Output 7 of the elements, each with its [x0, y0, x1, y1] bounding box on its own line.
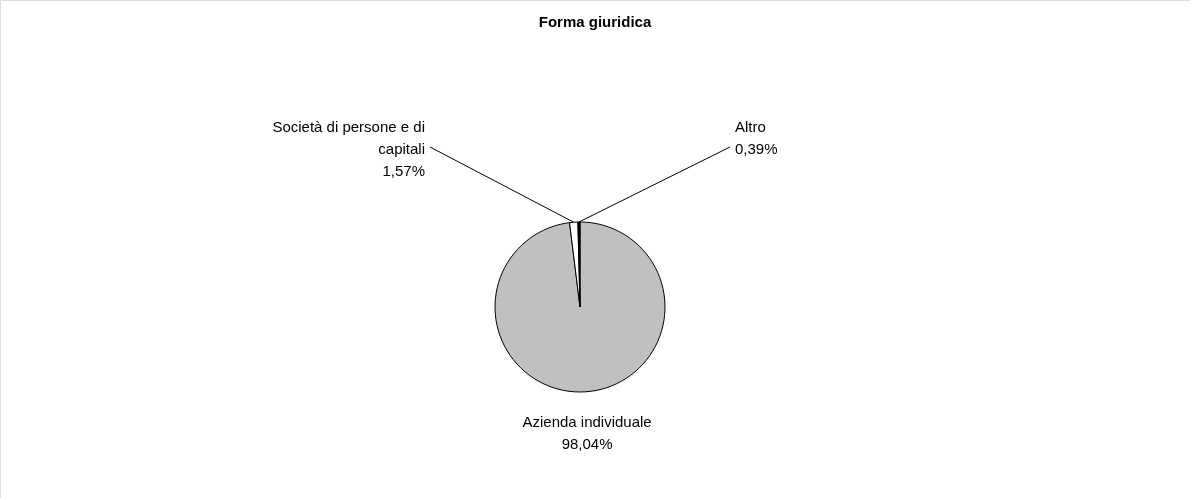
data-label: 0,39%: [735, 140, 778, 157]
slice-label: Società di persone e di capitali: [272, 118, 425, 157]
chart-title: Forma giuridica: [538, 13, 652, 30]
slice-label: Altro: [735, 118, 766, 135]
data-label: 98,04%: [561, 434, 613, 452]
data-label: 1,57%: [382, 162, 425, 179]
slice-label: Azienda individuale: [522, 412, 652, 430]
